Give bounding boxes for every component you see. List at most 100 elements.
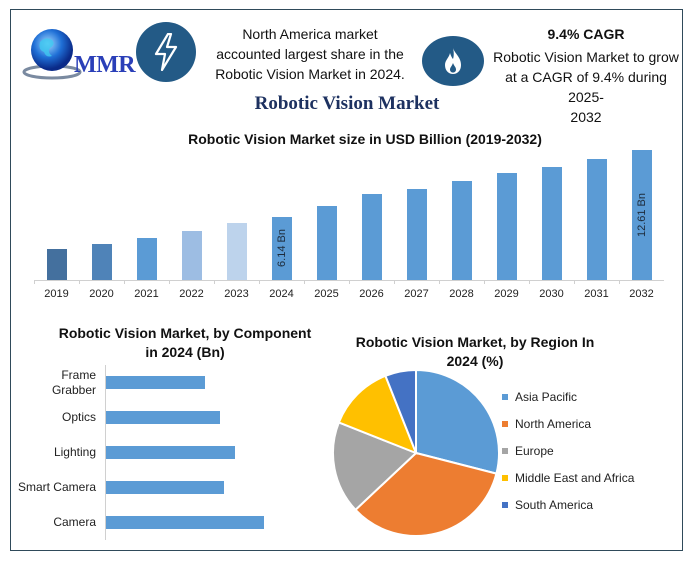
legend-label: Asia Pacific: [515, 389, 578, 404]
bar-2020: [91, 243, 112, 280]
bar-2019: [46, 249, 67, 280]
x-tick: [484, 280, 485, 284]
component-label: Frame Grabber: [51, 367, 96, 397]
component-chart-title-line: Robotic Vision Market, by Component: [58, 325, 312, 341]
region-pie-chart: [332, 368, 500, 537]
market-size-chart-title: Robotic Vision Market size in USD Billio…: [188, 131, 542, 147]
legend-label: Europe: [515, 443, 554, 458]
component-chart-title-line: in 2024 (Bn): [145, 344, 225, 360]
bar-2022: [181, 230, 202, 280]
x-tick: [34, 280, 35, 284]
bar-2023: [226, 223, 247, 280]
component-bar: [106, 411, 220, 424]
x-tick-label: 2021: [134, 288, 159, 300]
x-tick: [304, 280, 305, 284]
component-bar: [106, 481, 224, 494]
x-tick-label: 2025: [314, 288, 339, 300]
component-label: Optics: [61, 410, 96, 424]
legend-swatch: [502, 474, 508, 481]
bar-value-label: 6.14 Bn: [275, 229, 288, 268]
component-bar: [106, 376, 205, 389]
legend-item: Asia Pacific: [502, 383, 682, 410]
flame-icon: [445, 48, 461, 74]
component-chart-title: Robotic Vision Market, by Component in 2…: [40, 324, 330, 362]
x-tick: [349, 280, 350, 284]
component-label: Lighting: [53, 445, 96, 459]
legend-item: Europe: [502, 437, 682, 464]
pie-slice-europe: [332, 421, 418, 512]
x-tick: [214, 280, 215, 284]
legend-label: Middle East and Africa: [515, 470, 635, 485]
pie-slice-north-america: [354, 451, 498, 537]
x-tick: [529, 280, 530, 284]
y-axis-line: [105, 365, 106, 540]
bar-2031: [586, 158, 607, 280]
bar-2024: 6.14 Bn: [271, 216, 292, 280]
x-tick-label: 2023: [224, 288, 249, 300]
legend-swatch: [502, 420, 508, 427]
main-title: Robotic Vision Market: [254, 93, 440, 114]
bar-2025: [316, 205, 337, 280]
lightning-icon: [154, 33, 178, 71]
legend-item: Middle East and Africa: [502, 464, 682, 491]
insight-left-line: North America market: [242, 26, 378, 42]
bar-2021: [136, 237, 157, 280]
legend-item: North America: [502, 410, 682, 437]
region-chart-title: Robotic Vision Market, by Region In 2024…: [340, 333, 610, 371]
x-tick-label: 2024: [269, 288, 294, 300]
x-tick: [259, 280, 260, 284]
region-chart-title-line: Robotic Vision Market, by Region In: [355, 334, 595, 350]
insight-right-line: at a CAGR of 9.4% during 2025-: [505, 69, 667, 105]
x-tick-label: 2028: [449, 288, 474, 300]
bar-2032: 12.61 Bn: [631, 150, 652, 280]
legend-swatch: [502, 393, 508, 400]
insight-right-line: 2032: [570, 109, 602, 125]
x-tick-label: 2031: [584, 288, 609, 300]
bar-2030: [541, 166, 562, 280]
logo-text: MMR: [74, 52, 136, 78]
component-bar: [106, 516, 264, 529]
x-tick: [394, 280, 395, 284]
component-bar: [106, 446, 235, 459]
insight-left-line: accounted largest share in the: [216, 46, 404, 62]
legend-swatch: [502, 501, 508, 508]
bar-2028: [451, 181, 472, 280]
x-tick-label: 2027: [404, 288, 429, 300]
globe-icon: [22, 29, 82, 80]
pie-slice-asia-pacific: [415, 368, 500, 475]
x-tick: [619, 280, 620, 284]
insight-left-line: Robotic Vision Market in 2024.: [215, 66, 405, 82]
insight-left-text: North America market accounted largest s…: [205, 24, 415, 84]
region-chart-title-line: 2024 (%): [446, 353, 504, 369]
mmr-logo: MMR: [22, 24, 136, 86]
pie-slice-south-america: [384, 368, 417, 454]
legend-item: South America: [502, 491, 682, 518]
pie-slice-middle-east-and-africa: [337, 374, 418, 455]
legend-label: North America: [515, 416, 592, 431]
bar-value-label: 12.61 Bn: [635, 193, 648, 238]
x-tick: [574, 280, 575, 284]
infographic-frame: [10, 9, 683, 551]
legend-swatch: [502, 447, 508, 454]
market-size-bar-chart: 6.14 Bn 12.61 Bn: [34, 140, 664, 280]
bar-2026: [361, 193, 382, 280]
x-tick-label: 2029: [494, 288, 519, 300]
x-tick-label: 2026: [359, 288, 384, 300]
region-legend: Asia Pacific North America Europe Middle Ea…: [502, 383, 682, 518]
bar-2029: [496, 172, 517, 280]
x-tick-label: 2019: [44, 288, 69, 300]
x-tick-label: 2022: [179, 288, 204, 300]
x-tick: [124, 280, 125, 284]
x-tick: [439, 280, 440, 284]
x-tick-label: 2032: [629, 288, 654, 300]
cagr-title: 9.4% CAGR: [547, 26, 625, 42]
lightning-icon-badge: [136, 22, 196, 82]
component-bar-chart: [106, 365, 306, 540]
component-label: Smart Camera: [17, 480, 96, 494]
x-tick-label: 2030: [539, 288, 564, 300]
component-labels: Frame Grabber Optics Lighting Smart Camera Ca…: [0, 365, 96, 540]
component-label: Camera: [53, 515, 96, 529]
x-tick-label: 2020: [89, 288, 114, 300]
legend-label: South America: [515, 497, 594, 512]
x-tick: [169, 280, 170, 284]
